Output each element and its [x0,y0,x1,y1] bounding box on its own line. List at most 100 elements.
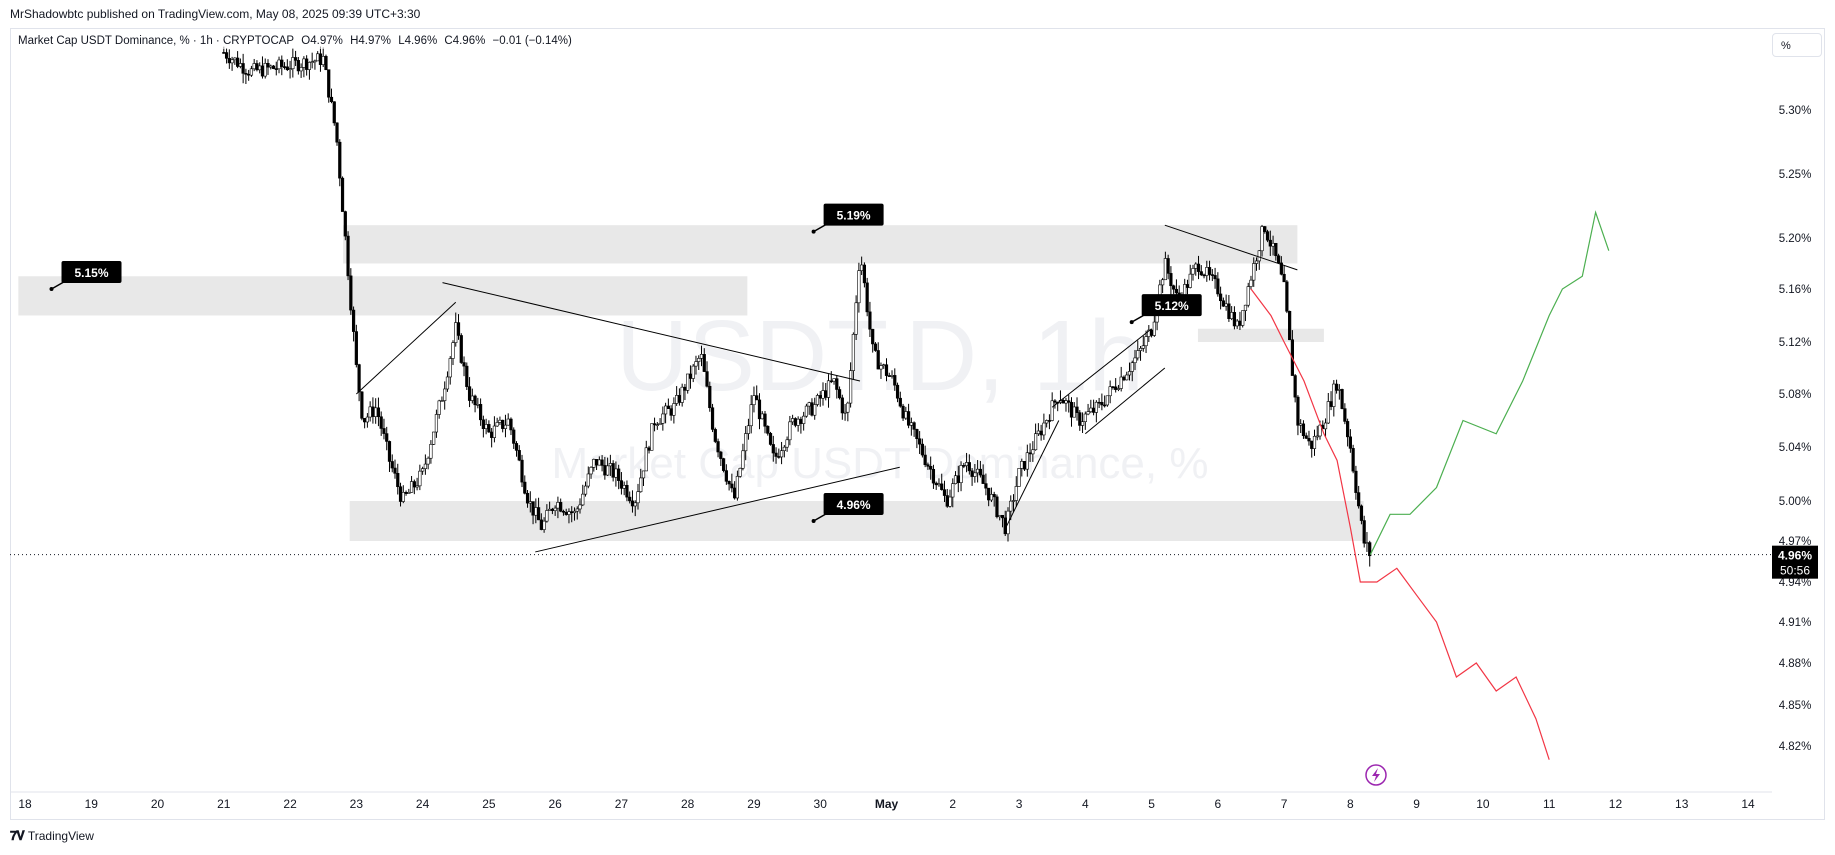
candle-body [1246,286,1250,306]
candle-body [978,468,982,476]
candle-body [625,484,629,498]
candle-body [639,477,643,493]
percent-scale-button[interactable]: % [1772,33,1822,57]
annotations-layer: 5.15% 5.19% 4.96% 5.12% [49,203,1202,523]
candle-body [1354,470,1358,493]
tv-logo-icon: 𝟕𝐕 [10,828,25,843]
candle-body [857,270,861,304]
candle-body [724,470,728,482]
candle-body [448,358,452,378]
candle-body [1174,288,1179,294]
candle-body [473,395,477,406]
candle-body [628,496,632,502]
candles-layer [222,46,1372,567]
candle-body [741,450,745,469]
candle-body [763,413,767,427]
candle-body [884,364,889,376]
candle-body [578,504,582,510]
candle-body [633,502,637,507]
legend-low: L4.96% [398,35,438,47]
candle-body [1288,310,1292,341]
candle-body [1191,268,1195,275]
candle-body [247,73,251,76]
candle-body [390,461,394,469]
candle-body [409,481,414,493]
price-callout-box [61,261,122,283]
candle-body [1210,274,1214,276]
candle-body [1133,357,1137,364]
candle-body [1243,304,1248,311]
price-axis-tick: 5.16% [1779,284,1812,296]
candle-body [837,389,842,399]
candle-body [694,361,698,367]
candle-body [945,495,949,507]
candle-body [363,417,367,423]
candle-body [1125,374,1129,381]
candle-body [443,388,447,401]
candle-body [882,364,886,367]
candle-body [622,484,626,489]
candle-body [909,422,913,426]
candle-body [586,473,590,487]
candle-body [630,500,635,507]
candle-body [686,373,690,391]
candle-body [467,386,472,401]
watermark-ticker: USDT.D, 1h [616,300,1144,412]
candle-body [752,395,756,406]
time-axis[interactable]: 18 19 20 21 22 23 24 25 26 27 28 29 30 May 2 3 4 5 6 7 8 9 10 1… [10,791,1772,811]
candle-body [1241,310,1245,326]
candle-body [277,59,281,70]
candle-body [1224,303,1228,307]
candle-body [1357,492,1361,507]
candle-body [393,467,397,474]
candle-body [338,141,342,179]
candle-body [1149,329,1154,336]
candle-body [570,511,574,514]
candle-body [1114,386,1118,390]
candle-body [374,407,378,417]
candle-body [282,66,287,68]
candle-body [559,502,563,512]
candle-body [1274,242,1278,257]
candle-body [799,418,803,424]
candle-body [512,429,516,444]
candle-body [227,58,231,64]
price-axis[interactable]: 5.30% 5.25% 5.20% 5.16% 5.12% 5.08% 5.04% 5.00%… [1779,105,1812,753]
price-callout-label: 4.96% [837,498,871,512]
candle-body [1130,362,1134,372]
candle-body [1196,263,1201,272]
candle-body [498,419,502,423]
candle-body [1161,279,1165,286]
flash-icon[interactable] [1365,764,1387,786]
footer-brand[interactable]: 𝟕𝐕 TradingView [10,828,94,844]
candle-body [567,511,571,515]
candle-body [923,454,927,466]
time-axis-tick: 10 [1476,797,1490,811]
candle-body [1268,239,1272,247]
candle-body [959,465,963,483]
price-callout-pointer [813,222,828,233]
legend-symbol[interactable]: Market Cap USDT Dominance, % · 1h · CRYP… [18,35,295,47]
candle-body [476,404,480,406]
price-axis-tick: 5.30% [1779,105,1812,117]
candle-body [1334,383,1339,391]
candle-body [757,399,762,420]
time-axis-tick: 7 [1281,797,1288,811]
candle-body [1039,430,1043,436]
candle-body [672,403,676,416]
candle-body [324,56,328,71]
candle-body [1207,267,1212,275]
candle-body [528,501,532,504]
candle-body [829,380,833,383]
candle-body [926,464,930,467]
chart-frame [10,28,1825,820]
candle-body [680,386,684,403]
candle-body [683,386,687,391]
candle-body [351,309,356,332]
candle-body [274,68,278,70]
candle-body [233,57,237,61]
candle-body [481,419,485,429]
candle-body [249,68,254,76]
candle-body [506,418,510,426]
